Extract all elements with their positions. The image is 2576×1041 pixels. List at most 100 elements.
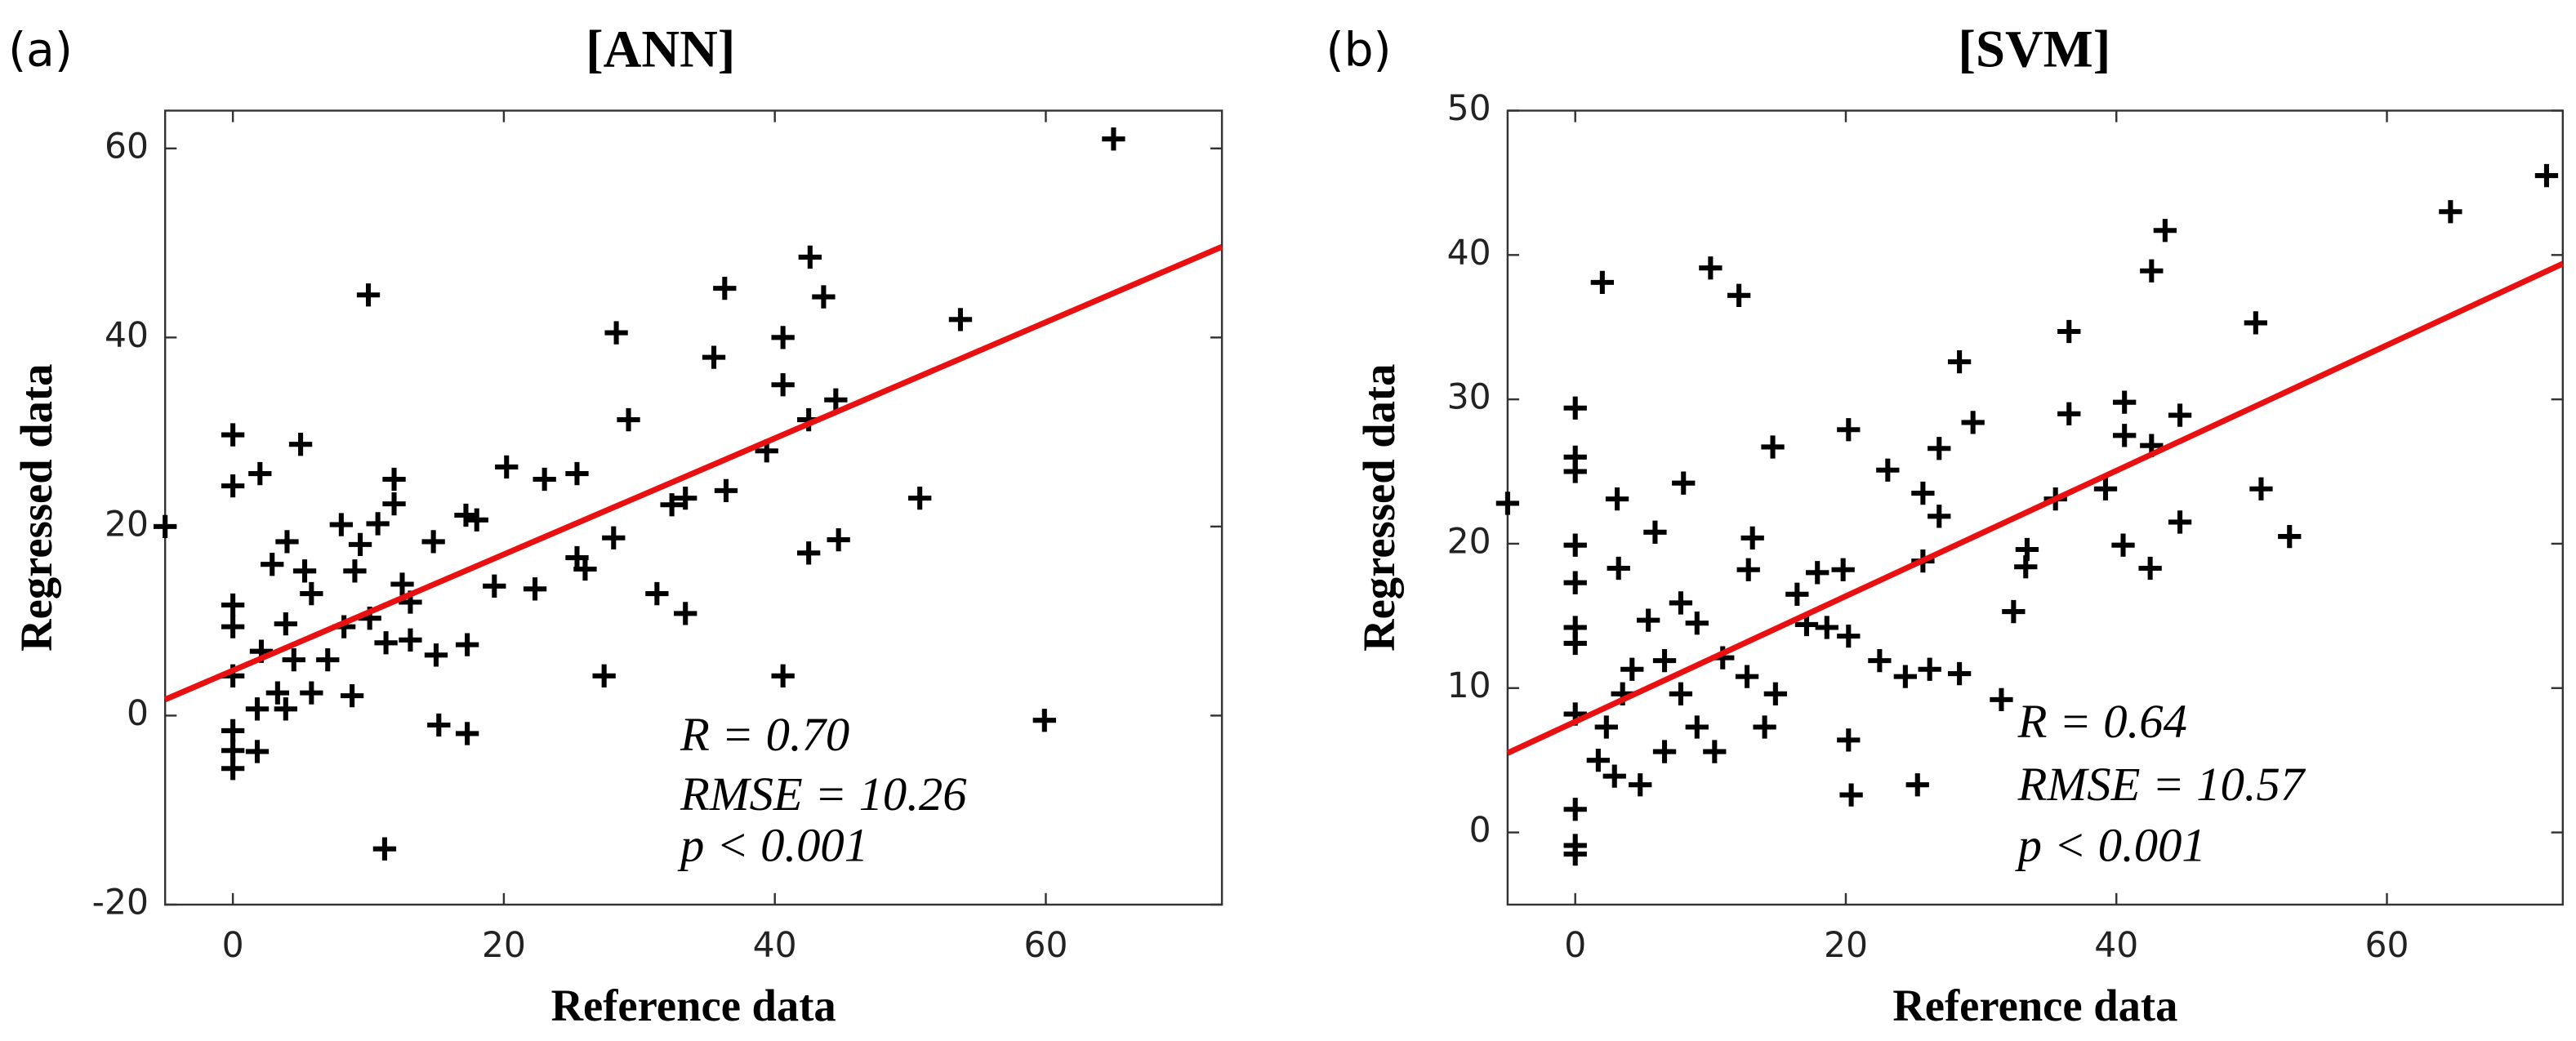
x-tick-label: 20 (482, 926, 526, 966)
point (827, 527, 850, 552)
x-axis-label: Reference data (1892, 981, 2177, 1030)
point (2153, 219, 2177, 242)
x-tick-label: 40 (753, 926, 797, 966)
point (2093, 477, 2118, 500)
point (2249, 477, 2273, 500)
point (221, 474, 245, 498)
y-tick-label: 40 (1447, 234, 1491, 274)
x-tick-label: 20 (1824, 926, 1868, 966)
point (1806, 561, 1829, 585)
point (565, 545, 589, 570)
point (300, 681, 323, 705)
point (1947, 349, 1972, 374)
regression-line (163, 243, 1223, 702)
y-tick-label: 40 (105, 316, 149, 356)
y-axis-label: Regressed data (11, 364, 61, 652)
point (1868, 649, 1892, 673)
point (1815, 616, 1838, 639)
point (366, 512, 390, 536)
point (495, 455, 519, 479)
point (1685, 715, 1709, 739)
stat-annotation: p < 0.001 (2015, 819, 2206, 872)
point (261, 553, 284, 576)
point (1563, 533, 1587, 557)
point (282, 647, 305, 672)
point (1837, 418, 1861, 442)
point (1605, 487, 1629, 511)
point (288, 433, 313, 456)
point (340, 683, 364, 708)
panel-label: (b) (1326, 23, 1392, 77)
point (2113, 390, 2137, 414)
point (1876, 458, 1900, 482)
stat-annotation: p < 0.001 (677, 819, 868, 872)
point (292, 559, 317, 583)
point (617, 407, 640, 432)
point (1831, 558, 1855, 581)
point (2534, 163, 2559, 188)
point (424, 643, 448, 667)
point (1652, 740, 1677, 763)
point (2057, 402, 2081, 425)
point (2111, 533, 2135, 557)
point (1837, 624, 1861, 648)
point (2168, 510, 2192, 534)
point (602, 526, 626, 549)
point (2138, 556, 2162, 581)
chart-title: [SVM] (1958, 20, 2110, 78)
point (374, 631, 398, 655)
point (399, 628, 422, 652)
point (1928, 437, 1951, 460)
point (300, 581, 323, 606)
point (565, 461, 589, 486)
x-axis-label: Reference data (551, 981, 836, 1030)
point (824, 388, 848, 412)
point (1563, 460, 1587, 483)
point (1563, 842, 1587, 866)
point (274, 697, 297, 721)
point (2113, 424, 2137, 447)
point (1495, 492, 1520, 515)
point (674, 487, 697, 510)
point (248, 461, 272, 486)
point (674, 602, 697, 625)
point (1839, 783, 1863, 807)
y-tick-label: 0 (1469, 811, 1491, 851)
stat-annotation: RMSE = 10.57 (2017, 758, 2306, 811)
point (329, 513, 353, 536)
point (245, 697, 270, 721)
point (1643, 520, 1667, 544)
point (1563, 571, 1587, 594)
x-tick-label: 60 (1023, 926, 1067, 966)
point (1947, 661, 1972, 686)
point (660, 493, 684, 517)
y-tick-label: 0 (127, 694, 149, 734)
point (1961, 411, 1985, 434)
point (1563, 396, 1587, 420)
point (372, 837, 397, 861)
point (356, 283, 381, 307)
point (1637, 608, 1660, 632)
plot-area (163, 109, 1223, 906)
point (2278, 524, 2302, 549)
point (1928, 505, 1951, 528)
point (1763, 682, 1788, 705)
point (274, 612, 297, 636)
stat-annotation: RMSE = 10.26 (680, 767, 967, 821)
point (1629, 773, 1652, 797)
point (1785, 582, 1809, 606)
y-tick-label: 20 (1447, 522, 1491, 562)
point (2014, 555, 2038, 579)
point (1740, 526, 1764, 550)
y-tick-label: -20 (92, 883, 149, 923)
point (592, 664, 616, 687)
point (316, 647, 340, 672)
point (390, 572, 414, 596)
point (1602, 764, 1626, 788)
point (221, 757, 245, 781)
point (2439, 200, 2462, 224)
point (382, 467, 406, 492)
point (948, 308, 973, 331)
point (1032, 709, 1056, 732)
